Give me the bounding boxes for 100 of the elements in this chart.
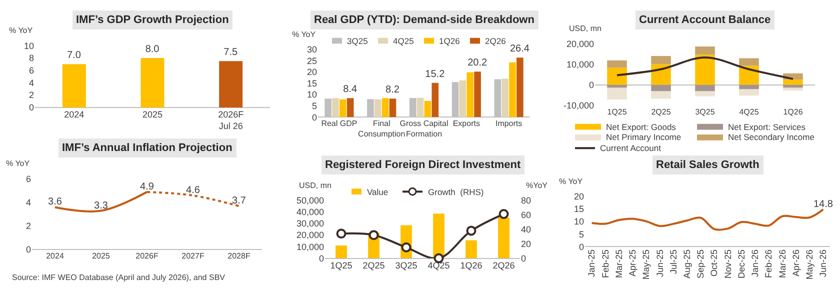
legend-label: Current Account: [600, 143, 662, 153]
x-tick-label: Jun-25: [654, 249, 665, 277]
bar: [389, 98, 396, 118]
bar: [695, 84, 715, 92]
y-tick-label: 0: [318, 253, 324, 264]
bar: [466, 240, 477, 258]
data-label: 14.8: [813, 198, 834, 210]
y-tick-label: 50,000: [296, 195, 324, 206]
y-tick-label: 0: [588, 80, 594, 90]
data-label: 26.4: [510, 44, 530, 55]
line-series: [590, 208, 824, 231]
bar: [374, 99, 382, 118]
legend-label: Net Export: Services: [728, 122, 806, 132]
x-tick-label: May-25: [641, 249, 652, 280]
x-tick-label: 2Q26: [492, 260, 515, 270]
y-tick-label: 30,000: [296, 218, 324, 229]
data-label: 3.7: [232, 196, 246, 207]
x-tick-label: Imports: [495, 119, 522, 128]
data-label: 7.0: [67, 50, 82, 62]
bar: [783, 80, 803, 85]
y-tick-label: 20: [306, 67, 317, 78]
x-tick-label: 2028F: [228, 252, 250, 261]
bar: [651, 84, 671, 92]
bar: [336, 246, 347, 258]
point: [466, 226, 476, 236]
y-tick-label: 0: [578, 242, 584, 252]
chart-title: Current Account Balance: [639, 14, 771, 26]
y-tick-label: 30: [306, 44, 317, 55]
x-tick-label: 1Q26: [460, 260, 482, 270]
x-tick-label: 4Q25: [428, 260, 450, 270]
y-tick-label: 25: [306, 56, 317, 66]
bar: [432, 82, 439, 118]
bar: [340, 99, 346, 118]
bar: [459, 80, 466, 118]
y-axis-title: % YoY: [559, 177, 584, 186]
y-tick-label: 2: [28, 90, 34, 100]
bar: [433, 214, 444, 258]
x-tick-label: Jun-26: [818, 249, 828, 277]
x-tick-label: Mar-26: [777, 249, 788, 278]
legend-label: Net Secondary Income: [728, 132, 815, 142]
y-tick-label: 5: [312, 101, 317, 112]
y2-tick-label: 20: [521, 238, 532, 249]
bar: [509, 62, 516, 118]
bar: [739, 58, 759, 66]
bar: [498, 218, 510, 258]
data-label: 3.6: [48, 196, 62, 208]
bar: [346, 98, 354, 118]
y-tick-label: 10,000: [566, 59, 594, 70]
bar: [695, 91, 715, 96]
y-tick-label: 5: [578, 229, 584, 240]
legend-label: 1Q26: [439, 36, 460, 46]
y2-tick-label: 80: [521, 195, 532, 206]
x-tick-label: 2026F Jul 26: [218, 109, 244, 132]
chart-title: Registered Foreign Direct Investment: [325, 159, 521, 171]
x-tick-label: Jan-25: [586, 249, 597, 277]
y-tick-label: 6: [28, 66, 34, 76]
data-label: 8.0: [145, 44, 160, 55]
y-tick-label: 20: [574, 192, 584, 202]
x-tick-label: Exports: [452, 119, 480, 128]
x-tick-label: 4Q25: [739, 108, 760, 117]
y-tick-label: 10: [574, 216, 584, 227]
y-tick-label: 15: [306, 78, 317, 88]
x-tick-label: 1Q25: [330, 260, 352, 270]
bar: [651, 91, 671, 99]
x-tick-label: Jul-25: [668, 249, 678, 274]
legend-label: Net Primary Income: [606, 132, 682, 142]
data-label: 15.2: [425, 68, 446, 80]
y-tick-label: -10,000: [563, 100, 594, 111]
point: [336, 228, 346, 239]
legend-label: 2Q26: [485, 36, 506, 46]
y-tick-label: 2: [26, 221, 31, 232]
x-tick-label: Nov-25: [722, 249, 733, 278]
chart-title: Real GDP (YTD): Demand-side Breakdown: [314, 14, 535, 26]
y-axis-title: USD, mn: [569, 24, 602, 33]
data-label: 20.2: [468, 58, 488, 69]
bar: [607, 88, 627, 100]
legend-label: Growth (RHS): [428, 187, 484, 197]
bar: [416, 98, 424, 118]
bar: [651, 56, 671, 64]
y2-tick-label: 60: [521, 210, 532, 220]
point: [368, 230, 379, 240]
data-label: 4.9: [140, 181, 154, 192]
y-tick-label: 15: [574, 204, 584, 214]
x-tick-label: 1Q26: [783, 108, 804, 117]
x-tick-label: Mar-25: [614, 249, 624, 278]
x-tick-label: Sep-25: [696, 249, 706, 278]
x-tick-label: 2024: [46, 252, 64, 261]
bar: [739, 84, 759, 90]
x-tick-label: 1Q25: [607, 108, 628, 117]
bar: [382, 98, 389, 118]
chart-title: IMF’s Annual Inflation Projection: [62, 142, 233, 154]
bar: [424, 100, 432, 118]
x-tick-label: Feb-26: [764, 249, 774, 278]
x-tick-label: 3Q25: [395, 260, 418, 270]
y-tick-label: 10,000: [296, 242, 324, 252]
bar: [607, 68, 627, 85]
y2-tick-label: 40: [521, 224, 532, 234]
y-tick-label: 10: [24, 40, 34, 51]
data-label: 4.6: [186, 184, 200, 196]
bar: [474, 72, 481, 118]
